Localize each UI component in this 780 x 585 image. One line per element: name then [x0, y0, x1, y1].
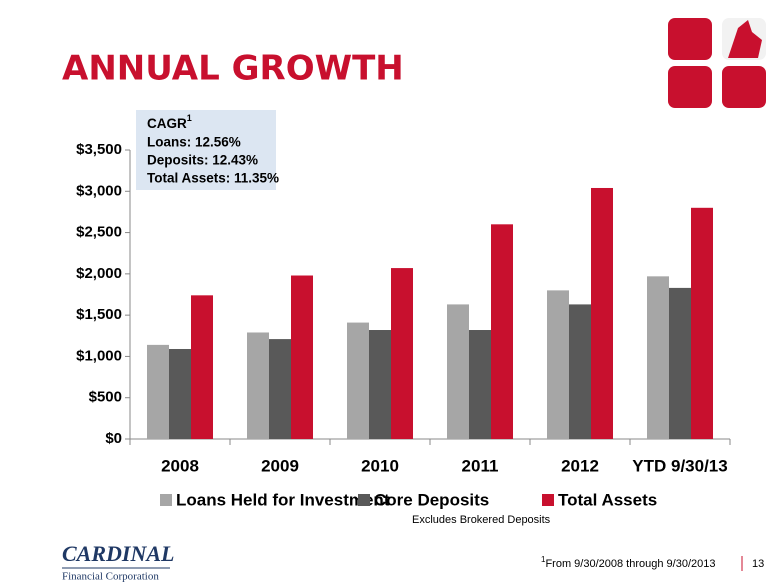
- logo-name: CARDINAL: [62, 541, 174, 566]
- x-tick-label: 2008: [161, 456, 199, 475]
- bar: [647, 276, 669, 439]
- cagr-line: Deposits: 12.43%: [147, 153, 258, 168]
- x-tick-label: 2011: [462, 456, 499, 475]
- bar: [247, 332, 269, 439]
- cagr-line: Total Assets: 11.35%: [147, 171, 279, 186]
- footnote-text: From 9/30/2008 through 9/30/2013: [545, 558, 715, 570]
- x-tick-label: 2009: [261, 456, 299, 475]
- y-tick-label: $3,000: [76, 182, 122, 199]
- y-tick-label: $3,500: [76, 141, 122, 158]
- y-tick-label: $1,500: [76, 306, 122, 323]
- cagr-line: Loans: 12.56%: [147, 135, 241, 150]
- brand-squares: [668, 18, 766, 108]
- legend-label: Core Deposits: [374, 490, 489, 509]
- bar: [491, 224, 513, 439]
- bar: [691, 207, 713, 439]
- slide-title: ANNUAL GROWTH: [62, 49, 404, 89]
- y-tick-label: $2,000: [76, 265, 122, 282]
- footnote-mark: 1: [541, 555, 546, 564]
- bar: [347, 322, 369, 439]
- bar: [547, 290, 569, 439]
- cagr-title-text: CAGR: [147, 116, 187, 131]
- cardinal-icon: [728, 20, 762, 58]
- legend-label: Loans Held for Investment: [176, 490, 390, 509]
- legend-swatch: [358, 494, 370, 506]
- cagr-box: [136, 110, 276, 190]
- cagr-title: CAGR1: [147, 113, 192, 130]
- y-tick-label: $1,000: [76, 347, 122, 364]
- brand-square: [668, 18, 712, 60]
- bar: [447, 304, 469, 439]
- cagr-mark: 1: [187, 113, 192, 123]
- bar: [469, 330, 491, 439]
- brand-square: [722, 66, 766, 108]
- footnote: 1From 9/30/2008 through 9/30/2013: [541, 555, 715, 570]
- brand-square: [668, 66, 712, 108]
- y-tick-label: $500: [89, 389, 122, 406]
- x-tick-label: 2012: [561, 456, 599, 475]
- bar: [569, 304, 591, 439]
- x-tick-label: 2010: [361, 456, 399, 475]
- bar: [191, 295, 213, 439]
- bar: [169, 348, 191, 439]
- bar: [391, 268, 413, 439]
- y-tick-label: $0: [105, 430, 122, 447]
- legend-label: Total Assets: [558, 490, 657, 509]
- bar: [147, 344, 169, 439]
- bar: [291, 275, 313, 439]
- legend-note: Excludes Brokered Deposits: [412, 514, 551, 526]
- legend-swatch: [542, 494, 554, 506]
- logo-subtitle: Financial Corporation: [62, 571, 159, 583]
- bar: [269, 339, 291, 439]
- bar: [591, 187, 613, 439]
- legend-swatch: [160, 494, 172, 506]
- y-tick-label: $2,500: [76, 224, 122, 241]
- bar: [369, 330, 391, 439]
- x-tick-label: YTD 9/30/13: [632, 456, 727, 475]
- page-number: 13: [752, 558, 764, 570]
- bar: [669, 287, 691, 439]
